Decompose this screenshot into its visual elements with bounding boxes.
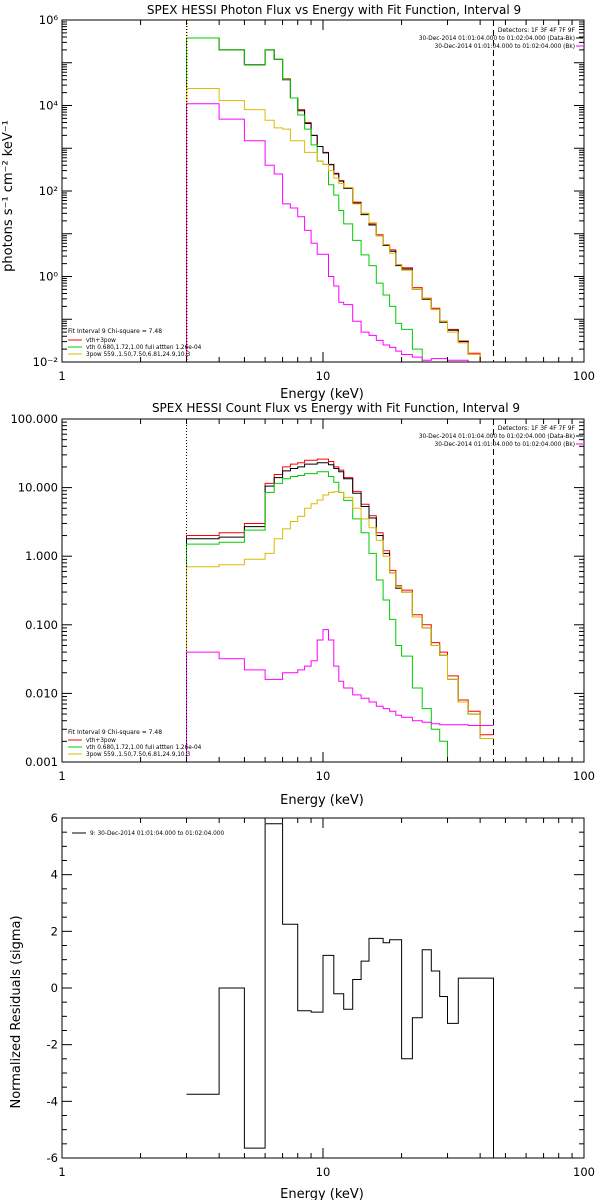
x-axis-label: Energy (keV)	[280, 793, 364, 808]
legend-header: Fit Interval 9 Chi-square = 7.48	[68, 729, 162, 736]
x-axis-label: Energy (keV)	[280, 387, 364, 402]
x-tick-label: 1	[58, 369, 65, 383]
y-tick-label: 10⁻²	[33, 355, 58, 369]
axes-frame	[61, 418, 585, 763]
y-tick-label: 2	[51, 924, 58, 938]
photon-flux-panel: SPEX HESSI Photon Flux vs Energy with Fi…	[1, 3, 595, 402]
y-tick-label: 0	[51, 981, 58, 995]
y-tick-label: 4	[51, 868, 58, 882]
legend-top-left: 9: 30-Dec-2014 01:01:04.000 to 01:02:04.…	[72, 831, 225, 837]
y-axis-label: Normalized Residuals (sigma)	[9, 915, 24, 1108]
series-line-3pow	[186, 491, 494, 762]
y-tick-label: -4	[47, 1094, 58, 1108]
series-group	[186, 458, 494, 762]
x-tick-label: 10	[316, 369, 331, 383]
legend-entry: 9: 30-Dec-2014 01:01:04.000 to 01:02:04.…	[90, 831, 225, 837]
x-tick-label: 100	[573, 1165, 595, 1179]
legend-entry: vth 0.680,1.72,1.00 full attten 1.26e-04	[86, 745, 202, 751]
x-tick-label: 100	[573, 769, 595, 783]
legend-entry: vth+3pow	[86, 338, 116, 344]
axes-frame	[61, 19, 585, 363]
x-axis-label: Energy (keV)	[280, 1187, 364, 1200]
plot-area: 1 10 100 0.001 0.010 0.100 1.000 10.000 100.000	[10, 412, 595, 783]
y-tick-label: -2	[47, 1038, 58, 1052]
y-tick-label: 10⁰	[39, 270, 59, 284]
legend-detectors: Detectors: 1F 3F 4F 7F 9F	[498, 27, 576, 34]
y-tick-label: -6	[47, 1151, 58, 1165]
series-line-background	[186, 103, 481, 362]
y-tick-label: 0.100	[25, 618, 58, 632]
x-tick-label: 10	[316, 1165, 331, 1179]
y-tick-label: 10⁴	[39, 99, 59, 113]
legend-bottom-left: Fit Interval 9 Chi-square = 7.48 vth+3po…	[68, 328, 202, 358]
legend-entry: 30-Dec-2014 01:01:04.000 to 01:02:04.000…	[419, 36, 575, 42]
series-line-background	[186, 629, 494, 762]
y-tick-label: 10⁶	[39, 13, 59, 27]
legend-top-right: Detectors: 1F 3F 4F 7F 9F 30-Dec-2014 01…	[419, 425, 583, 448]
y-tick-label: 0.001	[25, 755, 58, 769]
y-tick-label: 10.000	[18, 481, 58, 495]
x-tick-label: 1	[58, 1165, 65, 1179]
plot-area: 1 10 100 -6 -4 -2 0 2 4 6	[47, 811, 595, 1179]
y-tick-label: 10²	[39, 184, 58, 198]
y-tick-label: 0.010	[25, 686, 58, 700]
series-line-data	[186, 37, 481, 362]
series-line-residuals	[186, 823, 494, 1158]
series-line-vth	[186, 37, 432, 362]
series-line-vth	[186, 471, 459, 762]
count-flux-panel: SPEX HESSI Count Flux vs Energy with Fit…	[10, 401, 595, 808]
legend-entry: 30-Dec-2014 01:01:04.000 to 01:02:04.000…	[419, 434, 575, 440]
legend-header: Fit Interval 9 Chi-square = 7.48	[68, 328, 162, 335]
y-tick-label: 100.000	[10, 412, 58, 426]
legend-entry: 30-Dec-2014 01:01:04.000 to 01:02:04.000…	[435, 44, 575, 50]
legend-top-right: Detectors: 1F 3F 4F 7F 9F 30-Dec-2014 01…	[419, 27, 583, 50]
plot-area: 1 10 100 10⁻² 10⁰ 10² 10⁴ 10⁶	[33, 13, 595, 383]
y-tick-label: 1.000	[25, 549, 58, 563]
legend-entry: vth+3pow	[86, 738, 116, 744]
series-line-data	[186, 462, 494, 762]
x-tick-label: 100	[573, 369, 595, 383]
series-line-3pow	[186, 88, 481, 362]
legend-detectors: Detectors: 1F 3F 4F 7F 9F	[498, 425, 576, 432]
x-tick-label: 10	[316, 769, 331, 783]
series-line-vth-3pow	[186, 458, 494, 762]
chart-title: SPEX HESSI Count Flux vs Energy with Fit…	[152, 401, 520, 415]
series-line-vth-3pow	[186, 37, 494, 362]
legend-entry: vth 0.680,1.72,1.00 full attten 1.26e-04	[86, 345, 202, 351]
y-axis-label: photons s⁻¹ cm⁻² keV⁻¹	[1, 120, 16, 272]
legend-entry: 30-Dec-2014 01:01:04.000 to 01:02:04.000…	[435, 442, 575, 448]
residuals-panel: Normalized Residuals (sigma) Energy (keV…	[9, 811, 595, 1200]
chart-title: SPEX HESSI Photon Flux vs Energy with Fi…	[147, 3, 521, 17]
series-group	[186, 37, 494, 362]
legend-entry: 3pow 559.,1.50,7.50,6.81,24.9,10.3	[86, 752, 190, 758]
series-group	[186, 823, 494, 1158]
legend-entry: 3pow 559.,1.50,7.50,6.81,24.9,10.3	[86, 352, 190, 358]
legend-bottom-left: Fit Interval 9 Chi-square = 7.48 vth+3po…	[68, 729, 202, 758]
y-tick-label: 6	[51, 811, 58, 825]
x-tick-label: 1	[58, 769, 65, 783]
